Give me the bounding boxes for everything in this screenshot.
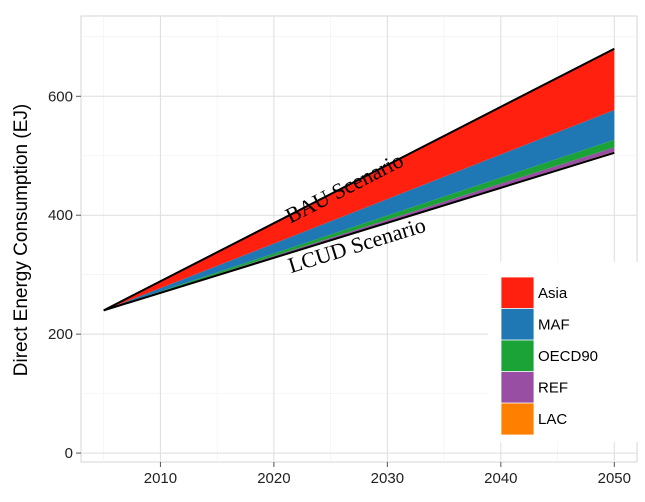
legend-key-asia xyxy=(500,276,535,310)
legend-key-oecd90 xyxy=(500,339,535,373)
legend-key-lac xyxy=(500,402,535,436)
y-tick-label-400: 400 xyxy=(48,207,73,224)
x-tick-label-2040: 2040 xyxy=(484,470,517,487)
x-tick-label-2010: 2010 xyxy=(144,470,177,487)
legend: Asia MAF OECD90 REF LAC xyxy=(488,262,638,442)
legend-key-ref xyxy=(500,371,535,404)
y-axis: 0 200 400 600 xyxy=(48,88,81,462)
line-bau xyxy=(103,47,615,312)
y-tick-label-600: 600 xyxy=(48,88,73,105)
y-tick-label-200: 200 xyxy=(48,326,73,343)
legend-label-oecd90: OECD90 xyxy=(538,348,598,365)
legend-label-lac: LAC xyxy=(538,411,567,428)
legend-key-maf xyxy=(500,308,535,341)
legend-label-maf: MAF xyxy=(538,317,570,334)
legend-label-ref: REF xyxy=(538,380,568,397)
legend-label-asia: Asia xyxy=(538,285,568,302)
y-tick-label-0: 0 xyxy=(65,445,73,462)
x-tick-label-2050: 2050 xyxy=(598,470,631,487)
line-lcud xyxy=(103,151,615,312)
x-axis: 2010 2020 2030 2040 2050 xyxy=(144,462,631,487)
scenario-lines xyxy=(103,47,615,312)
x-tick-label-2020: 2020 xyxy=(257,470,290,487)
x-tick-label-2030: 2030 xyxy=(371,470,404,487)
y-axis-title: Direct Energy Consumption (EJ) xyxy=(11,104,32,376)
